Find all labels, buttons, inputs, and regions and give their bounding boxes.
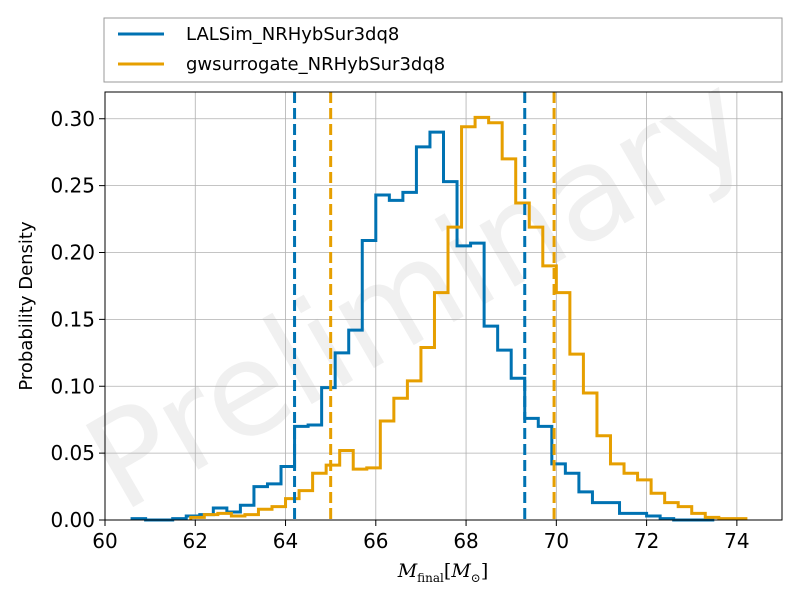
y-axis-ticks: 0.00 0.05 0.10 0.15 0.20 0.25 0.30 — [50, 107, 105, 532]
x-label-main: M — [397, 560, 418, 582]
credible-interval-lines — [293, 92, 556, 520]
histogram-step-line — [189, 115, 748, 521]
x-axis-label: Mfinal[M⊙] — [397, 560, 489, 585]
x-tick-label: 72 — [634, 529, 659, 553]
x-label-bracket-close: ] — [481, 560, 488, 582]
y-tick-label: 0.20 — [50, 241, 95, 265]
x-label-bracket-open: [ — [444, 560, 451, 582]
series-lalsim — [130, 130, 715, 522]
data-layer — [130, 115, 748, 522]
x-tick-label: 68 — [453, 529, 478, 553]
y-tick-label: 0.25 — [50, 174, 95, 198]
y-tick-label: 0.00 — [50, 508, 95, 532]
x-label-inner-sub: ⊙ — [471, 571, 481, 585]
histogram-step-line — [130, 130, 715, 522]
y-tick-label: 0.15 — [50, 307, 95, 331]
series-gwsurrogate — [189, 115, 748, 521]
y-tick-label: 0.30 — [50, 107, 95, 131]
x-tick-label: 70 — [544, 529, 569, 553]
y-tick-label: 0.05 — [50, 441, 95, 465]
legend-frame — [103, 17, 783, 83]
y-tick-label: 0.10 — [50, 374, 95, 398]
y-axis-label: Probability Density — [16, 221, 37, 391]
legend-label-lalsim: LALSim_NRHybSur3dq8 — [186, 24, 399, 45]
legend: LALSim_NRHybSur3dq8 gwsurrogate_NRHybSur… — [103, 17, 783, 83]
x-tick-label: 64 — [273, 529, 298, 553]
x-tick-label: 62 — [183, 529, 208, 553]
x-tick-label: 60 — [92, 529, 117, 553]
x-tick-label: 66 — [363, 529, 388, 553]
x-axis-ticks: 60 62 64 66 68 70 72 74 — [92, 520, 750, 553]
x-label-inner: M — [450, 560, 471, 582]
x-tick-label: 74 — [724, 529, 749, 553]
legend-label-gwsurrogate: gwsurrogate_NRHybSur3dq8 — [186, 54, 445, 75]
x-label-sub: final — [417, 571, 444, 585]
plot-frame — [104, 91, 783, 521]
